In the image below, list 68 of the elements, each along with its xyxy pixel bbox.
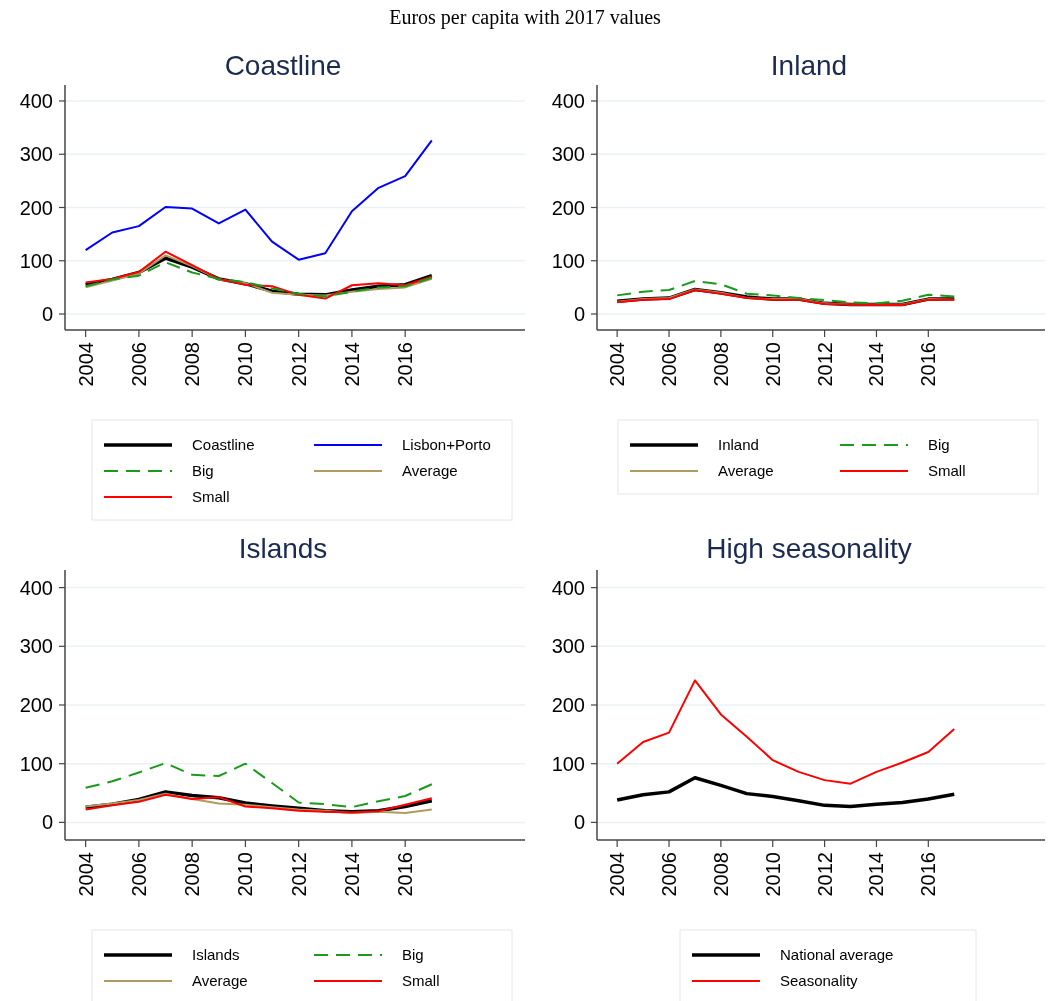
x-tick-label: 2012 — [287, 342, 310, 387]
y-tick-label: 100 — [551, 249, 585, 272]
y-tick-label: 400 — [19, 89, 53, 112]
y-tick-label: 0 — [41, 811, 53, 834]
legend-label: Small — [192, 488, 230, 506]
legend-label: Big — [928, 436, 950, 454]
y-tick-label: 200 — [551, 196, 585, 219]
x-tick-label: 2008 — [709, 342, 732, 387]
x-tick-label: 2014 — [340, 852, 363, 897]
x-tick-label: 2014 — [865, 852, 888, 897]
legend-label: Big — [402, 946, 424, 964]
x-tick-label: 2010 — [761, 342, 784, 387]
legend-label: Coastline — [192, 436, 255, 454]
y-tick-label: 200 — [19, 196, 53, 219]
y-tick-label: 400 — [19, 576, 53, 599]
y-tick-label: 100 — [551, 752, 585, 775]
x-tick-label: 2014 — [340, 342, 363, 387]
chart-title: High seasonality — [706, 533, 912, 564]
x-tick-label: 2010 — [761, 852, 784, 897]
x-tick-label: 2016 — [917, 342, 940, 387]
x-tick-label: 2004 — [74, 852, 97, 897]
x-tick-label: 2006 — [658, 852, 681, 897]
chart-title: Inland — [770, 50, 848, 81]
legend-label: Small — [402, 972, 440, 990]
y-tick-label: 300 — [19, 635, 53, 658]
chart-title: Coastline — [224, 50, 342, 81]
legend-label: Small — [928, 462, 966, 480]
x-tick-label: 2006 — [658, 342, 681, 387]
x-tick-label: 2010 — [234, 342, 257, 387]
legend-label: Average — [402, 462, 458, 480]
x-tick-label: 2004 — [74, 342, 97, 387]
x-tick-label: 2004 — [606, 852, 629, 897]
y-tick-label: 100 — [19, 752, 53, 775]
y-tick-label: 300 — [19, 143, 53, 166]
legend-label: Seasonality — [780, 972, 859, 990]
legend-label: Inland — [718, 436, 759, 454]
y-tick-label: 100 — [19, 249, 53, 272]
x-tick-label: 2014 — [865, 342, 888, 387]
text: Euros per capita with 2017 values — [389, 6, 662, 29]
x-tick-label: 2012 — [813, 852, 836, 897]
y-tick-label: 200 — [551, 694, 585, 716]
x-tick-label: 2016 — [917, 852, 940, 897]
x-tick-label: 2008 — [181, 852, 204, 897]
y-tick-label: 0 — [573, 811, 585, 834]
y-tick-label: 0 — [41, 303, 53, 326]
x-tick-label: 2016 — [394, 342, 417, 387]
x-tick-label: 2016 — [394, 852, 417, 897]
legend-label: Average — [192, 972, 248, 990]
x-tick-label: 2010 — [234, 852, 257, 897]
y-tick-label: 300 — [551, 635, 585, 658]
legend-label: Big — [192, 462, 214, 480]
chart-title: Islands — [238, 533, 328, 564]
x-tick-label: 2008 — [181, 342, 204, 387]
legend-label: Islands — [192, 946, 240, 964]
x-tick-label: 2004 — [606, 342, 629, 387]
x-tick-label: 2008 — [709, 852, 732, 897]
x-tick-label: 2006 — [127, 852, 150, 897]
x-tick-label: 2006 — [127, 342, 150, 387]
y-tick-label: 0 — [573, 303, 585, 326]
y-tick-label: 400 — [551, 89, 585, 112]
legend-label: Lisbon+Porto — [402, 436, 491, 454]
y-tick-label: 300 — [551, 143, 585, 166]
y-tick-label: 200 — [19, 694, 53, 716]
x-tick-label: 2012 — [813, 342, 836, 387]
x-tick-label: 2012 — [287, 852, 310, 897]
legend-label: Average — [718, 462, 774, 480]
legend-label: National average — [780, 946, 894, 964]
y-tick-label: 400 — [551, 576, 585, 599]
